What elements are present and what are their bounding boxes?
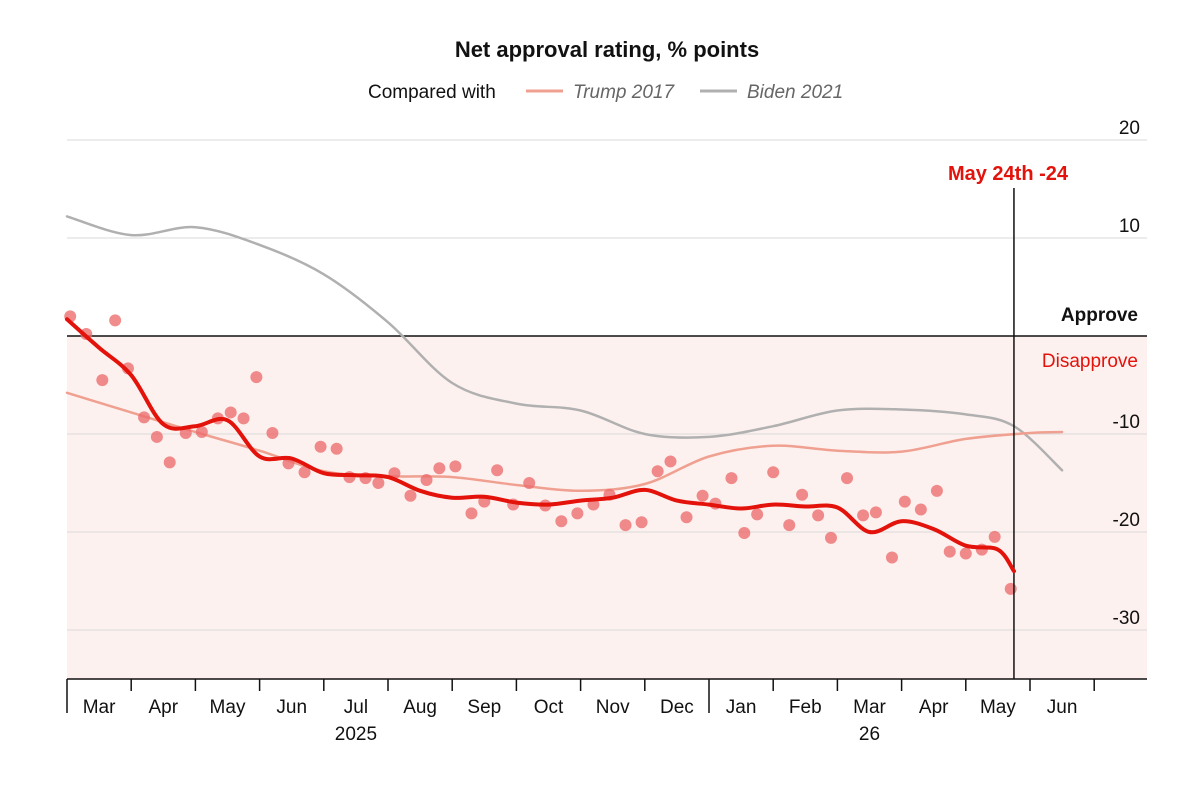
y-tick-label: -20	[1113, 510, 1140, 531]
chart-title: Net approval rating, % points	[455, 37, 759, 62]
gridlines	[67, 139, 1147, 631]
poll-dot	[651, 465, 664, 478]
approve-label: Approve	[1061, 305, 1138, 326]
poll-dot	[812, 509, 825, 522]
x-tick-label: Oct	[534, 697, 564, 718]
poll-dot	[224, 406, 237, 419]
x-axis: Mar Apr May Jun Jul Aug Sep Oct Nov Dec Jan Feb Mar A…	[66, 678, 1147, 745]
poll-dot	[237, 412, 250, 425]
series-line-trump-2017	[65, 391, 1064, 493]
x-tick-label: Jun	[276, 697, 307, 718]
poll-dot	[885, 551, 898, 564]
poll-dot	[635, 516, 648, 529]
poll-dot	[914, 503, 927, 516]
poll-dot	[138, 411, 151, 424]
poll-dot	[664, 455, 677, 468]
poll-dot	[824, 531, 837, 544]
x-tick-label: Apr	[919, 697, 949, 718]
legend-label-trump-2017: Trump 2017	[573, 82, 675, 103]
poll-dot	[869, 506, 882, 519]
poll-dot	[420, 474, 433, 487]
x-tick-label: Jun	[1047, 697, 1078, 718]
poll-dot	[465, 507, 478, 520]
poll-dot	[619, 519, 632, 532]
poll-dot	[841, 472, 854, 485]
poll-dot	[767, 466, 780, 479]
series-lines	[65, 215, 1064, 493]
y-axis-ticks: 20 10 -10 -20 -30	[1113, 118, 1140, 629]
poll-dot	[449, 460, 462, 473]
y-tick-label: 20	[1119, 118, 1140, 139]
poll-dot	[555, 515, 568, 528]
legend-label-biden-2021: Biden 2021	[747, 82, 843, 103]
poll-dot	[725, 472, 738, 485]
poll-dot	[959, 547, 972, 560]
poll-dot	[96, 374, 109, 387]
y-tick-label: 10	[1119, 216, 1140, 237]
poll-dot	[696, 489, 709, 502]
poll-dot	[1004, 582, 1017, 595]
poll-dot	[150, 430, 163, 443]
x-tick-label: Jan	[726, 697, 757, 718]
poll-dot	[943, 545, 956, 558]
poll-dot	[266, 427, 279, 440]
poll-dot	[930, 484, 943, 497]
poll-dot	[343, 471, 356, 484]
poll-dot	[109, 314, 122, 327]
poll-dot	[250, 371, 263, 384]
x-tick-label: Mar	[83, 697, 116, 718]
x-tick-label: Sep	[467, 697, 501, 718]
x-tick-label: May	[980, 697, 1016, 718]
legend: Compared with Trump 2017 Biden 2021	[368, 82, 843, 103]
poll-dot	[195, 426, 208, 439]
poll-dot	[898, 495, 911, 508]
poll-dot	[298, 466, 311, 479]
poll-dot	[857, 509, 870, 522]
poll-dot	[372, 477, 385, 489]
disapprove-label: Disapprove	[1042, 351, 1138, 372]
poll-dot	[491, 464, 504, 477]
x-tick-label: Jul	[344, 697, 368, 718]
poll-dots	[64, 310, 1017, 595]
x-tick-label: Feb	[789, 697, 822, 718]
poll-dot	[738, 526, 751, 539]
poll-dot	[163, 456, 176, 469]
y-tick-label: -10	[1113, 412, 1140, 433]
poll-dot	[571, 507, 584, 520]
poll-dot	[330, 442, 343, 455]
poll-dot	[680, 511, 693, 524]
x-tick-label: Mar	[853, 697, 886, 718]
x-tick-label: May	[210, 697, 246, 718]
poll-dot	[314, 440, 327, 453]
poll-dot	[783, 519, 796, 532]
poll-dot	[988, 530, 1001, 543]
legend-prefix: Compared with	[368, 82, 496, 103]
series-line-biden-2021	[65, 215, 1064, 472]
poll-dot	[796, 488, 809, 501]
poll-dot	[751, 508, 764, 521]
y-tick-label: -30	[1113, 608, 1140, 629]
x-year-label: 2025	[335, 724, 377, 745]
poll-dot	[433, 462, 446, 475]
disapprove-zone	[67, 336, 1147, 679]
x-tick-label: Aug	[403, 697, 437, 718]
series-line-trump-2025	[65, 317, 1016, 574]
poll-dot	[404, 489, 417, 502]
current-date-marker-label: May 24th -24	[948, 163, 1069, 185]
poll-dot	[523, 477, 536, 489]
x-tick-label: Dec	[660, 697, 694, 718]
x-tick-label: Apr	[149, 697, 179, 718]
x-year-label: 26	[859, 724, 880, 745]
x-tick-label: Nov	[596, 697, 630, 718]
